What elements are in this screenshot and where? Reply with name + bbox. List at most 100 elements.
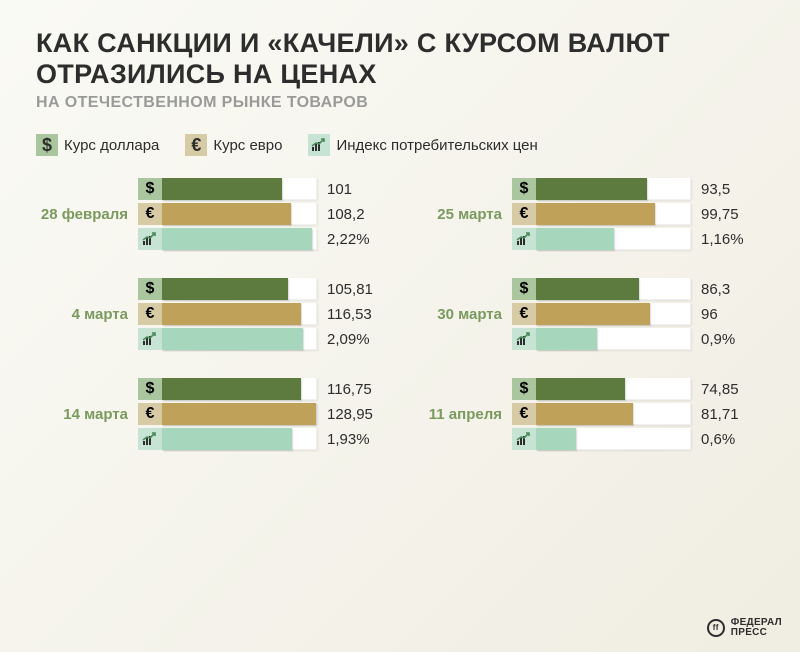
euro-bar-row: €116,53 — [138, 303, 390, 325]
dollar-value: 101 — [327, 181, 352, 198]
dollar-value: 116,75 — [327, 381, 372, 398]
bar-track — [162, 378, 317, 400]
dollar-value: 74,85 — [701, 381, 739, 398]
dollar-bar-row: $86,3 — [512, 278, 764, 300]
dollar-bar-fill — [536, 378, 625, 400]
cpi-bar-fill — [536, 228, 614, 250]
euro-bar-row: €99,75 — [512, 203, 764, 225]
bar-track — [536, 303, 691, 325]
euro-bar-row: €108,2 — [138, 203, 390, 225]
bar-track — [536, 178, 691, 200]
bar-group: $105,81 €116,53 2,09% — [138, 278, 390, 350]
euro-value: 81,71 — [701, 406, 739, 423]
euro-bar-row: €96 — [512, 303, 764, 325]
bar-track — [162, 228, 317, 250]
cpi-value: 2,22% — [327, 231, 370, 248]
bar-track — [162, 278, 317, 300]
cpi-bar-row: 2,22% — [138, 228, 390, 250]
euro-icon: € — [138, 403, 162, 425]
cpi-bar-row: 1,16% — [512, 228, 764, 250]
euro-bar-fill — [536, 303, 650, 325]
euro-bar-fill — [536, 403, 633, 425]
dollar-bar-fill — [162, 178, 282, 200]
date-label: 11 апреля — [410, 406, 502, 423]
euro-icon: € — [185, 134, 207, 156]
euro-icon: € — [512, 303, 536, 325]
source-label: ФЕДЕРАЛПРЕСС — [731, 618, 782, 638]
date-label: 14 марта — [36, 406, 128, 423]
dollar-icon: $ — [138, 278, 162, 300]
date-block: 25 марта $93,5 €99,75 1,16% — [410, 178, 764, 250]
dollar-bar-row: $105,81 — [138, 278, 390, 300]
date-block: 4 марта $105,81 €116,53 2,09% — [36, 278, 390, 350]
dollar-bar-row: $116,75 — [138, 378, 390, 400]
dollar-icon: $ — [512, 178, 536, 200]
dollar-icon: $ — [36, 134, 58, 156]
cpi-icon — [512, 228, 536, 250]
dollar-icon: $ — [138, 178, 162, 200]
dollar-bar-fill — [162, 378, 301, 400]
euro-value: 108,2 — [327, 206, 365, 223]
title-line-1: КАК САНКЦИИ И «КАЧЕЛИ» С КУРСОМ ВАЛЮТ — [36, 28, 670, 58]
euro-bar-row: €81,71 — [512, 403, 764, 425]
dollar-bar-fill — [536, 278, 639, 300]
cpi-bar-fill — [162, 328, 303, 350]
date-block: 11 апреля $74,85 €81,71 0,6% — [410, 378, 764, 450]
cpi-bar-row: 0,6% — [512, 428, 764, 450]
cpi-icon — [512, 428, 536, 450]
euro-bar-fill — [536, 203, 655, 225]
dollar-value: 93,5 — [701, 181, 730, 198]
cpi-icon — [512, 328, 536, 350]
euro-bar-fill — [162, 303, 301, 325]
bar-track — [162, 303, 317, 325]
bar-track — [536, 278, 691, 300]
cpi-icon — [138, 428, 162, 450]
date-label: 30 марта — [410, 306, 502, 323]
source-attribution: ff ФЕДЕРАЛПРЕСС — [707, 618, 782, 638]
euro-bar-row: €128,95 — [138, 403, 390, 425]
cpi-bar-fill — [536, 428, 576, 450]
dollar-bar-row: $93,5 — [512, 178, 764, 200]
euro-value: 128,95 — [327, 406, 373, 423]
cpi-icon — [308, 134, 330, 156]
euro-icon: € — [512, 203, 536, 225]
bar-grid: 28 февраля$101€108,22,22%25 марта$93,5€9… — [36, 178, 764, 450]
bar-track — [536, 378, 691, 400]
bar-track — [536, 328, 691, 350]
legend: $ Курс доллара € Курс евро Индекс потреб… — [36, 134, 764, 156]
bar-group: $86,3€960,9% — [512, 278, 764, 350]
date-block: 28 февраля$101€108,22,22% — [36, 178, 390, 250]
euro-value: 99,75 — [701, 206, 739, 223]
bar-group: $93,5 €99,75 1,16% — [512, 178, 764, 250]
dollar-bar-row: $101 — [138, 178, 390, 200]
date-block: 30 марта$86,3€960,9% — [410, 278, 764, 350]
legend-cpi: Индекс потребительских цен — [308, 134, 537, 156]
bar-track — [162, 428, 317, 450]
cpi-bar-fill — [536, 328, 597, 350]
cpi-value: 2,09% — [327, 331, 370, 348]
bar-track — [162, 328, 317, 350]
legend-euro: € Курс евро — [185, 134, 282, 156]
bar-track — [536, 228, 691, 250]
euro-value: 116,53 — [327, 306, 372, 323]
euro-bar-fill — [162, 403, 316, 425]
legend-dollar-label: Курс доллара — [64, 137, 159, 154]
title-line-2: ОТРАЗИЛИСЬ НА ЦЕНАХ — [36, 59, 377, 89]
cpi-bar-row: 1,93% — [138, 428, 390, 450]
date-label: 25 марта — [410, 206, 502, 223]
bar-track — [536, 403, 691, 425]
bar-group: $101 €108,2 2,22% — [138, 178, 390, 250]
dollar-bar-row: $74,85 — [512, 378, 764, 400]
date-label: 4 марта — [36, 306, 128, 323]
bar-track — [536, 203, 691, 225]
dollar-bar-fill — [162, 278, 288, 300]
source-logo-icon: ff — [707, 619, 725, 637]
cpi-value: 0,6% — [701, 431, 735, 448]
legend-euro-label: Курс евро — [213, 137, 282, 154]
cpi-bar-fill — [162, 228, 312, 250]
cpi-value: 1,16% — [701, 231, 744, 248]
bar-track — [162, 403, 317, 425]
euro-value: 96 — [701, 306, 718, 323]
dollar-bar-fill — [536, 178, 647, 200]
dollar-value: 105,81 — [327, 281, 373, 298]
